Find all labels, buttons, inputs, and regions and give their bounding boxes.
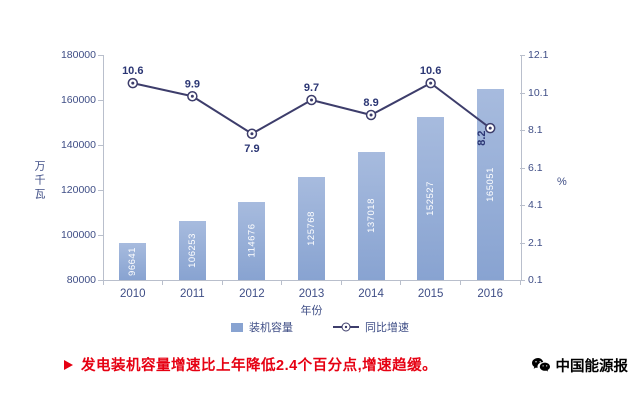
line-swatch-icon xyxy=(333,322,359,332)
footer: 发电装机容量增速比上年降低2.4个百分点,增速趋缓。 中国能源报 xyxy=(0,340,640,403)
axis-tick-mark xyxy=(520,130,525,131)
legend-item-growth: 同比增速 xyxy=(333,319,409,335)
left-axis-tick-label: 120000 xyxy=(60,184,96,196)
bar-2015 xyxy=(417,116,445,280)
axis-tick-mark xyxy=(98,235,103,236)
axis-tick-mark xyxy=(162,280,164,285)
right-axis-tick-label: 10.1 xyxy=(528,86,549,99)
right-axis-title: % xyxy=(557,176,567,188)
axis-tick-mark xyxy=(102,280,104,285)
left-axis-title: 万千瓦 xyxy=(33,160,45,202)
axis-tick-mark xyxy=(98,280,103,281)
right-axis-tick-label: 4.1 xyxy=(528,199,543,211)
line-value-label: 10.6 xyxy=(122,65,143,77)
axis-tick-mark xyxy=(98,55,103,56)
capacity-growth-chart: 万千瓦 % 年份 装机容量 同比增速 180000 160000 140000 120… xyxy=(0,49,640,335)
left-axis-tick-label: 160000 xyxy=(60,94,96,106)
bar-swatch-icon xyxy=(231,322,243,332)
line-marker-dot xyxy=(131,81,135,85)
bar-2012 xyxy=(238,201,266,280)
legend-label-growth: 同比增速 xyxy=(365,322,409,334)
right-axis-tick-label: 2.1 xyxy=(528,236,543,249)
left-axis-tick-label: 100000 xyxy=(60,229,96,241)
bar-2013 xyxy=(298,177,325,280)
axis-tick-mark xyxy=(281,280,283,285)
line-marker-dot xyxy=(190,94,194,98)
axis-tick-mark xyxy=(520,205,525,206)
line-marker-dot xyxy=(488,126,492,130)
axis-tick-mark xyxy=(519,280,521,285)
right-axis-tick-label: 0.1 xyxy=(528,274,543,286)
x-axis-tick-label: 2015 xyxy=(417,288,444,300)
axis-tick-mark xyxy=(98,100,103,101)
x-axis-tick-label: 2013 xyxy=(298,288,325,300)
axis-tick-mark xyxy=(400,280,402,285)
growth-line-layer: 10.6 9.9 7.9 9.7 8.9 10.6 8.2 xyxy=(122,65,496,155)
x-axis-tick-label: 2010 xyxy=(119,288,146,300)
line-value-label: 7.9 xyxy=(244,143,259,155)
pointer-icon xyxy=(64,359,73,370)
line-marker-dot xyxy=(429,81,433,85)
axis-tick-mark xyxy=(98,190,103,191)
axis-tick-mark xyxy=(221,280,223,285)
brand: 中国能源报 xyxy=(531,355,629,376)
line-value-label: 10.6 xyxy=(420,65,441,77)
bar-2010 xyxy=(119,242,147,280)
axis-tick-mark xyxy=(520,167,525,169)
right-axis-tick-label: 6.1 xyxy=(528,161,543,174)
right-axis-tick-label: 12.1 xyxy=(528,49,549,61)
bar-2011 xyxy=(178,220,206,280)
line-value-label: 9.9 xyxy=(185,78,200,90)
legend-item-capacity: 装机容量 xyxy=(231,319,293,335)
x-axis-tick-label: 2016 xyxy=(477,288,503,300)
right-axis-tick-label: 8.1 xyxy=(528,124,543,136)
legend-label-capacity: 装机容量 xyxy=(249,322,293,334)
line-marker-icon xyxy=(341,322,351,332)
left-axis-tick-label: 180000 xyxy=(60,49,96,61)
wechat-icon xyxy=(531,357,550,371)
line-marker-dot xyxy=(369,113,373,117)
axis-tick-mark xyxy=(98,145,103,146)
annotation-text: 发电装机容量增速比上年降低2.4个百分点,增速趋缓。 xyxy=(81,358,438,374)
x-axis-title: 年份 xyxy=(300,305,323,317)
axis-tick-mark xyxy=(520,280,525,281)
annotation: 发电装机容量增速比上年降低2.4个百分点,增速趋缓。 xyxy=(64,354,437,375)
left-axis-tick-label: 140000 xyxy=(60,139,96,151)
line-value-label: 9.7 xyxy=(304,82,319,94)
bar-2014 xyxy=(357,151,385,280)
axis-tick-mark xyxy=(520,92,525,94)
axis-tick-mark xyxy=(520,55,525,56)
axis-tick-mark xyxy=(459,280,461,285)
legend: 装机容量 同比增速 xyxy=(0,319,640,335)
axis-tick-mark xyxy=(340,280,342,285)
x-axis-tick-label: 2011 xyxy=(179,288,205,300)
axis-tick-mark xyxy=(520,242,525,244)
line-value-label: 8.9 xyxy=(363,97,378,109)
line-marker-dot xyxy=(310,98,313,102)
x-axis-tick-label: 2012 xyxy=(239,288,265,300)
line-marker-dot xyxy=(250,132,254,136)
line-value-label: 8.2 xyxy=(476,130,488,145)
left-axis-tick-label: 80000 xyxy=(66,274,96,286)
brand-name: 中国能源报 xyxy=(555,359,629,375)
x-axis-tick-label: 2014 xyxy=(358,288,384,300)
